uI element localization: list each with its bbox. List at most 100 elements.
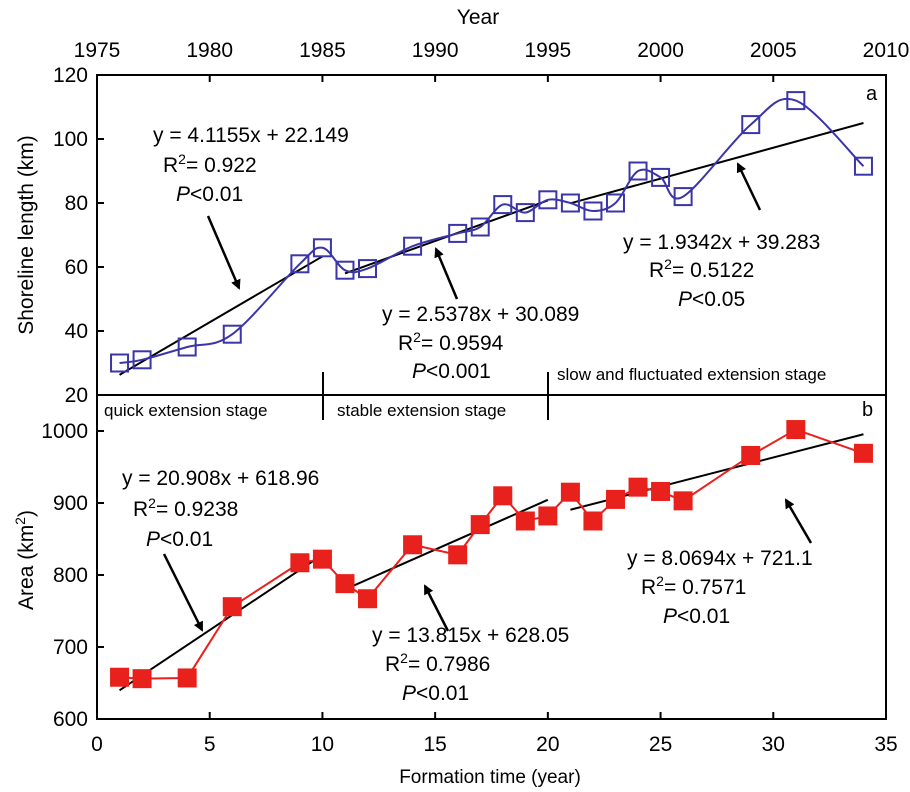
r2-a1-letter: R bbox=[163, 154, 178, 177]
shoreline-point-13 bbox=[538, 190, 558, 210]
shoreline-point-8 bbox=[403, 236, 423, 256]
top-tick-label-1: 1980 bbox=[186, 39, 233, 62]
r2-a1-sup: 2 bbox=[178, 151, 186, 167]
p-a2-value: <0.001 bbox=[426, 360, 491, 383]
arrow-b3 bbox=[784, 498, 813, 544]
arrow-b1 bbox=[162, 553, 204, 632]
p-b3-value: <0.01 bbox=[677, 605, 730, 628]
b-y-tick-label-3: 900 bbox=[53, 492, 88, 515]
area-trendline-2 bbox=[344, 498, 549, 591]
a-y-tick-label-3: 80 bbox=[65, 192, 88, 215]
area-point-5 bbox=[312, 549, 332, 569]
p-a3-letter: P bbox=[678, 288, 692, 311]
area-point-14 bbox=[560, 482, 580, 502]
a-y-tick-label-4: 100 bbox=[53, 128, 88, 151]
eq-b3: y = 8.0694x + 721.1 bbox=[627, 547, 813, 570]
ylabel-b-sup: 2 bbox=[12, 517, 28, 525]
shoreline-point-6 bbox=[335, 260, 355, 280]
panel-b-letter: b bbox=[862, 399, 873, 421]
p-a2-letter: P bbox=[412, 360, 426, 383]
p-b1-value: <0.01 bbox=[160, 528, 213, 551]
shoreline-point-10 bbox=[470, 217, 490, 237]
r2-b1-value: = 0.9238 bbox=[156, 498, 238, 521]
shoreline-point-5 bbox=[312, 238, 332, 258]
area-point-13 bbox=[538, 506, 558, 526]
x-tick-label-0: 0 bbox=[91, 733, 103, 756]
shoreline-point-11 bbox=[493, 195, 513, 215]
shoreline-point-4 bbox=[290, 254, 310, 274]
area-point-12 bbox=[515, 511, 535, 531]
p-b3: P<0.01 bbox=[663, 605, 730, 628]
x-tick-label-3: 15 bbox=[423, 733, 446, 756]
shoreline-point-3 bbox=[222, 324, 242, 344]
panel-b-y-axis-title: Area (km2) bbox=[12, 510, 38, 610]
area-point-1 bbox=[132, 669, 152, 689]
p-a2: P<0.001 bbox=[412, 360, 491, 383]
x-tick-label-7: 35 bbox=[874, 733, 897, 756]
shoreline-point-18 bbox=[651, 167, 671, 187]
area-point-3 bbox=[222, 597, 242, 617]
shoreline-point-20 bbox=[741, 115, 761, 135]
r2-a1: R2= 0.922 bbox=[163, 151, 257, 177]
a-y-tick-label-0: 20 bbox=[65, 384, 88, 407]
r2-b3-sup: 2 bbox=[656, 573, 664, 589]
shoreline-point-2 bbox=[177, 337, 197, 357]
x-tick-label-1: 5 bbox=[204, 733, 216, 756]
shoreline-point-12 bbox=[515, 203, 535, 223]
p-a3-value: <0.05 bbox=[692, 288, 745, 311]
shoreline-point-21 bbox=[786, 91, 806, 111]
r2-b3-letter: R bbox=[641, 576, 656, 599]
area-point-22 bbox=[853, 443, 873, 463]
r2-b3: R2= 0.7571 bbox=[641, 573, 746, 599]
eq-a3: y = 1.9342x + 39.283 bbox=[623, 231, 820, 254]
a-y-tick-label-1: 40 bbox=[65, 320, 88, 343]
x-axis-ticks: 0 5 10 15 20 25 30 35 bbox=[91, 712, 898, 756]
shoreline-point-22 bbox=[853, 156, 873, 176]
r2-a3-letter: R bbox=[649, 259, 664, 282]
top-tick-label-2: 1985 bbox=[299, 39, 346, 62]
arrow-a2 bbox=[434, 247, 459, 300]
r2-a2-letter: R bbox=[398, 332, 413, 355]
eq-a2: y = 2.5378x + 30.089 bbox=[382, 303, 579, 326]
top-tick-label-5: 2000 bbox=[637, 39, 684, 62]
x-tick-label-4: 20 bbox=[536, 733, 559, 756]
shoreline-point-16 bbox=[605, 193, 625, 213]
area-point-20 bbox=[741, 445, 761, 465]
ylabel-b-main: Area (km bbox=[15, 525, 38, 610]
shoreline-point-15 bbox=[583, 201, 603, 221]
area-point-7 bbox=[358, 589, 378, 609]
p-a1-letter: P bbox=[176, 183, 190, 206]
p-a3: P<0.05 bbox=[678, 288, 745, 311]
p-b2-value: <0.01 bbox=[416, 682, 469, 705]
p-b1: P<0.01 bbox=[146, 528, 213, 551]
r2-a2: R2= 0.9594 bbox=[398, 329, 504, 355]
area-point-6 bbox=[335, 574, 355, 594]
x-tick-label-2: 10 bbox=[311, 733, 334, 756]
b-y-tick-label-1: 700 bbox=[53, 636, 88, 659]
panel-b-series bbox=[110, 420, 873, 689]
r2-a3-value: = 0.5122 bbox=[672, 259, 754, 282]
shoreline-point-14 bbox=[560, 193, 580, 213]
stage-label-quick: quick extension stage bbox=[104, 401, 268, 420]
b-y-tick-label-2: 800 bbox=[53, 564, 88, 587]
stage-label-stable: stable extension stage bbox=[337, 401, 506, 420]
r2-b3-value: = 0.7571 bbox=[664, 576, 746, 599]
top-tick-label-7: 2010 bbox=[863, 39, 910, 62]
area-point-2 bbox=[177, 668, 197, 688]
area-point-9 bbox=[448, 545, 468, 565]
panel-b-y-ticks: 600 700 800 900 1000 bbox=[41, 420, 104, 731]
panel-a-letter: a bbox=[866, 83, 878, 105]
r2-b2-value: = 0.7986 bbox=[408, 653, 490, 676]
shoreline-point-1 bbox=[132, 350, 152, 370]
area-point-18 bbox=[651, 481, 671, 501]
shoreline-point-19 bbox=[673, 187, 693, 207]
shoreline-point-7 bbox=[358, 259, 378, 279]
r2-b1-sup: 2 bbox=[148, 495, 156, 511]
r2-a3: R2= 0.5122 bbox=[649, 256, 754, 282]
area-point-19 bbox=[673, 491, 693, 511]
r2-a2-value: = 0.9594 bbox=[421, 332, 504, 355]
area-point-8 bbox=[403, 535, 423, 555]
arrow-b2 bbox=[423, 584, 450, 632]
b-y-tick-label-4: 1000 bbox=[41, 420, 88, 443]
